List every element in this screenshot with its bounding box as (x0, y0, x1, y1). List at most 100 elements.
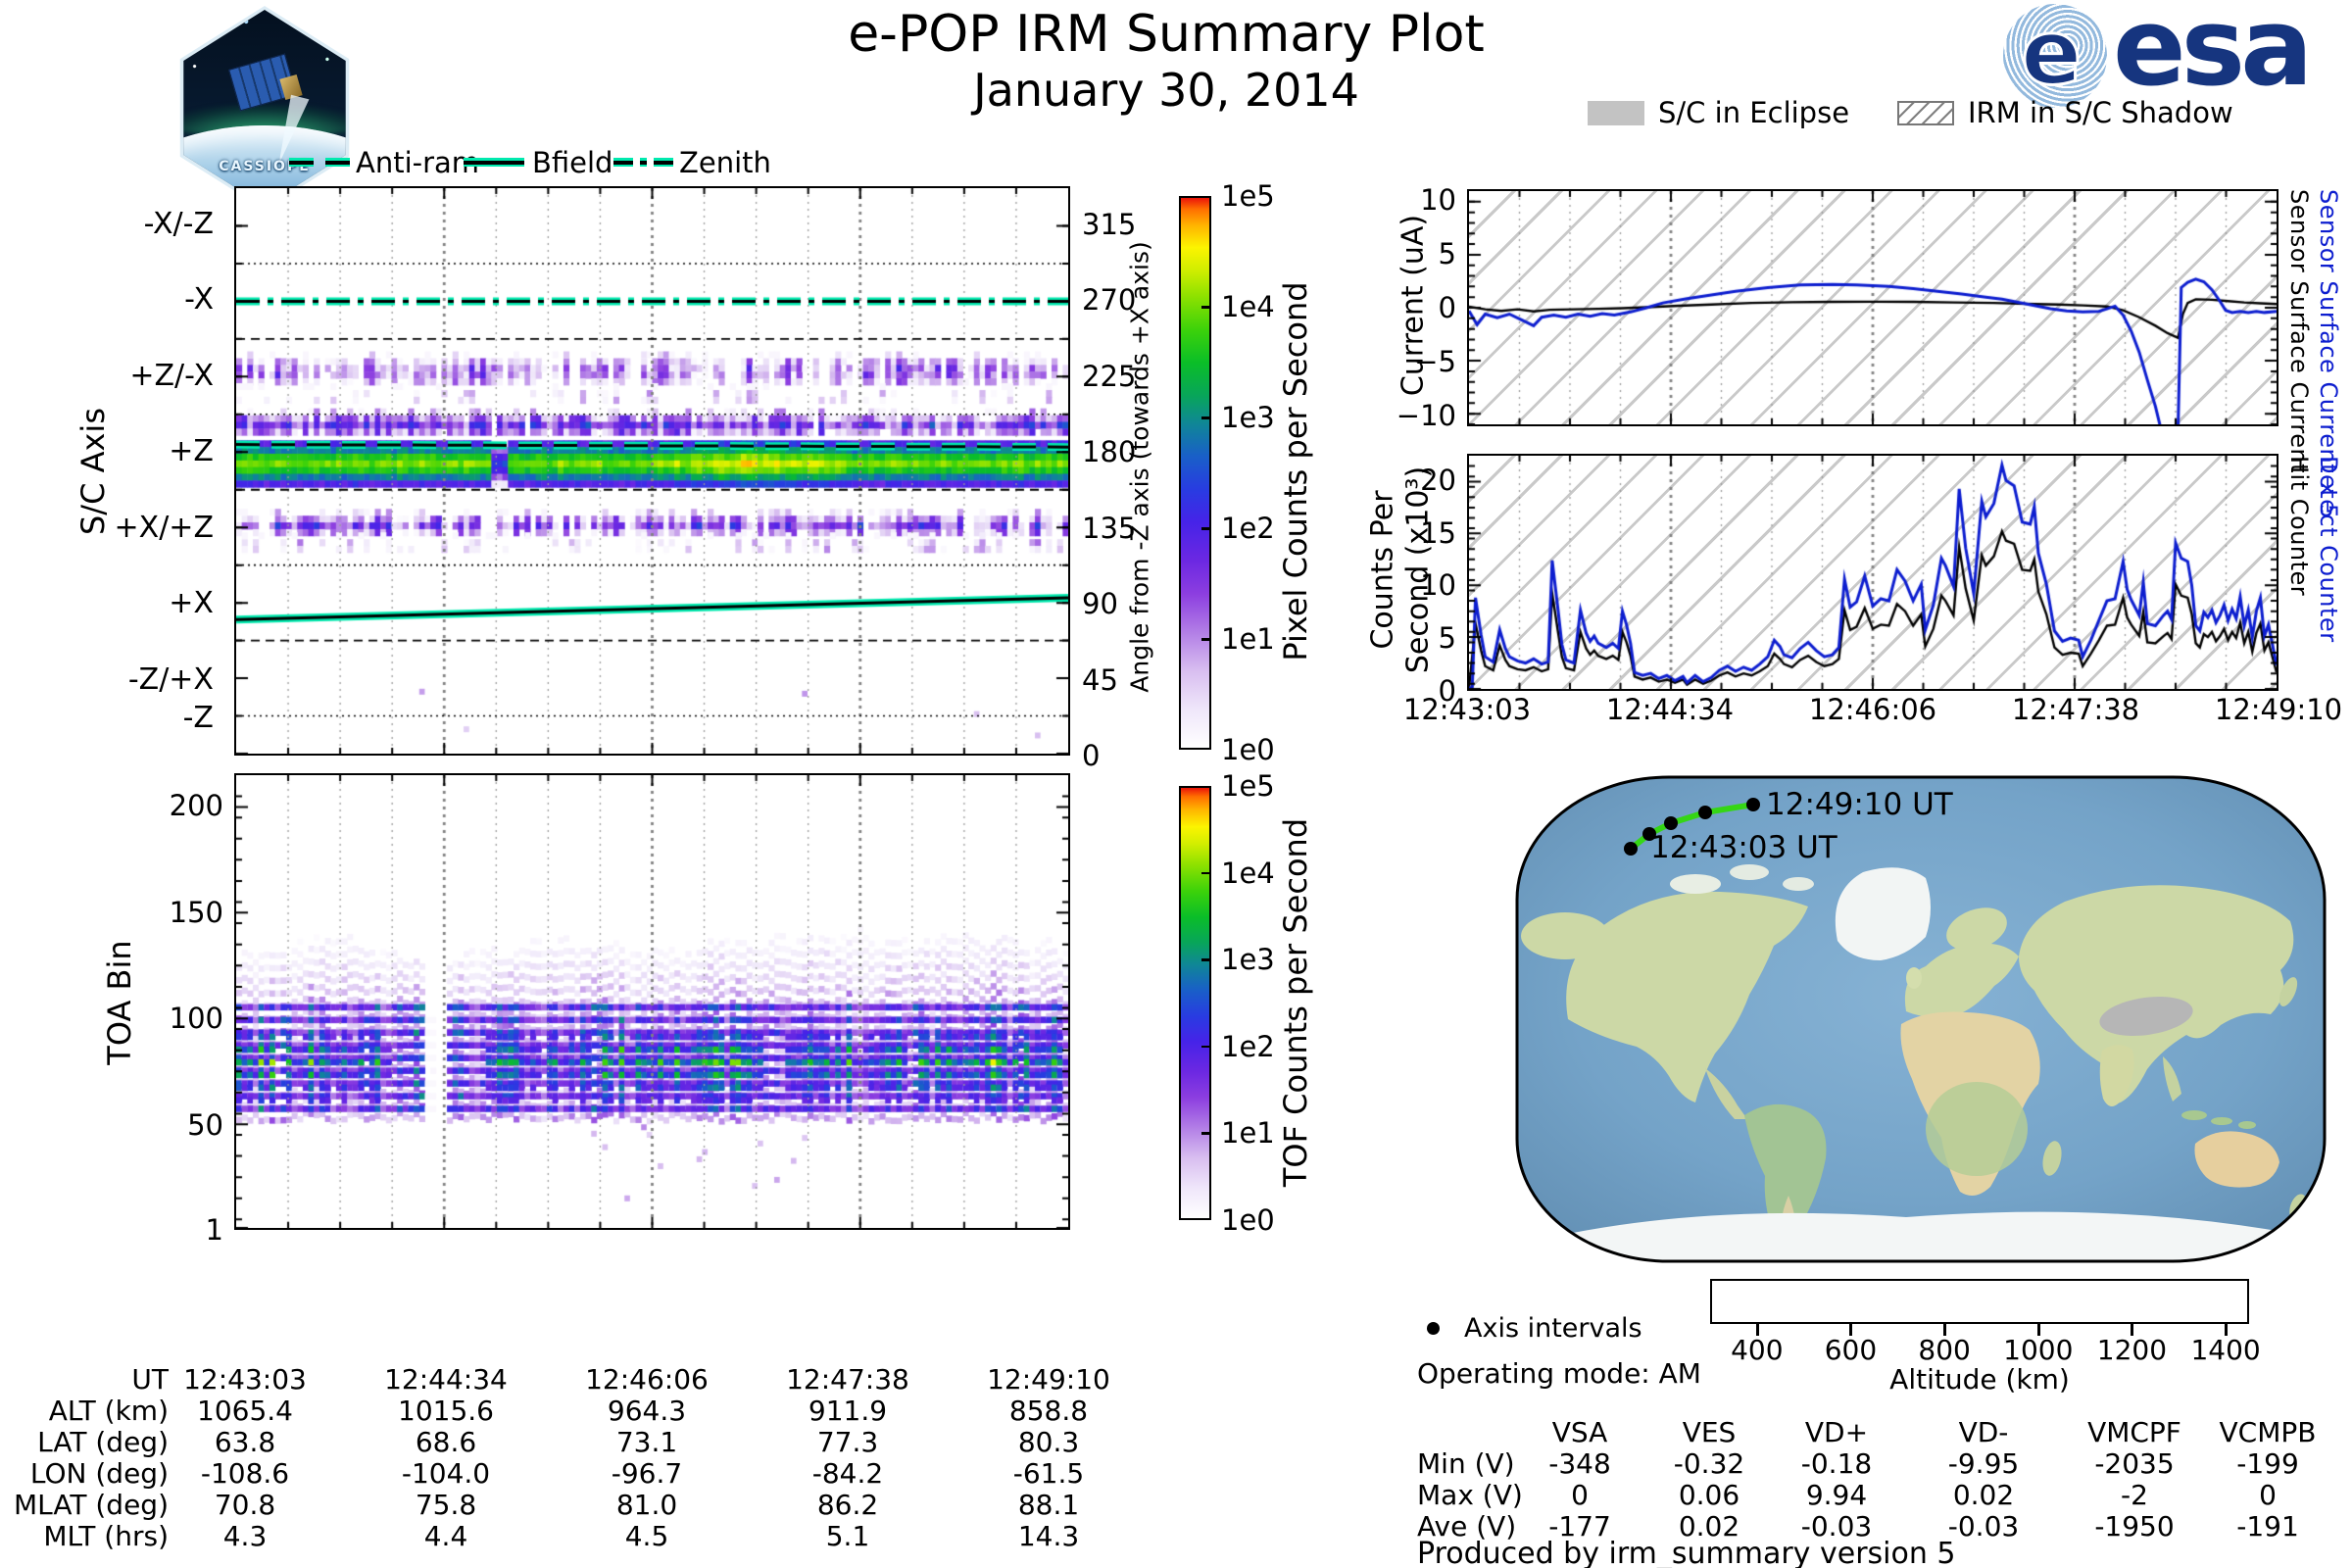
current-tick-label: 0 (1438, 291, 1456, 324)
altitude-tick (2131, 1324, 2134, 1336)
pixel-colorbar-tick-label: 1e4 (1221, 290, 1275, 323)
ephemeris-value: 4.3 (222, 1520, 268, 1552)
shadow-swatch (1897, 101, 1954, 125)
toa-spectrogram-canvas (236, 775, 1068, 1228)
ephemeris-value: -108.6 (200, 1457, 290, 1490)
voltage-row-label: Ave (V) (1417, 1510, 1517, 1543)
toa-tick-label: 200 (169, 788, 223, 822)
voltage-col-header: VCMPB (2219, 1416, 2317, 1448)
voltage-value: -199 (2236, 1447, 2299, 1480)
altitude-tick-label: 1200 (2096, 1334, 2168, 1366)
ephemeris-value: 73.1 (615, 1426, 678, 1458)
track-end-time-label: 12:49:10 UT (1766, 787, 1953, 822)
eclipse-swatch (1588, 101, 1644, 125)
sc-axis-band-label: -X (184, 282, 214, 318)
voltage-value: 9.94 (1805, 1479, 1868, 1511)
pixel-counts-colorbar-label: Pixel Counts per Second (1277, 281, 1314, 662)
world-map-svg (1515, 775, 2327, 1263)
ephemeris-value: 12:46:06 (585, 1363, 709, 1396)
altitude-colorbar-label: Altitude (km) (1889, 1363, 2070, 1396)
sc-axis-band-label: -Z (182, 701, 214, 736)
voltage-value: 0 (2259, 1479, 2277, 1511)
ephemeris-value: 12:47:38 (786, 1363, 909, 1396)
sensor-surface-current-label: Sensor Surface Current (2285, 189, 2313, 474)
ephemeris-value: -84.2 (811, 1457, 884, 1490)
ephemeris-row-label: MLAT (deg) (13, 1489, 169, 1521)
time-tick-label: 12:44:34 (1605, 693, 1735, 726)
detect-counter-label: Detect Counter (2315, 456, 2342, 643)
pixel-colorbar-tick-label: 1e2 (1221, 512, 1275, 545)
altitude-tick-label: 1000 (2003, 1334, 2074, 1366)
pixel-colorbar-tick-label: 1e5 (1221, 179, 1275, 213)
ephemeris-value: 4.5 (624, 1520, 669, 1552)
ephemeris-value: 81.0 (615, 1489, 678, 1521)
voltage-value: -9.95 (1947, 1447, 2020, 1480)
angle-tick-label: 225 (1082, 359, 1137, 393)
altitude-tick-label: 600 (1824, 1334, 1878, 1366)
voltage-row-label: Min (V) (1417, 1447, 1515, 1480)
voltage-col-header: VES (1682, 1416, 1737, 1448)
angle-tick-label: 315 (1082, 207, 1137, 241)
counts-tick-label: 15 (1420, 515, 1456, 550)
altitude-tick-label: 400 (1731, 1334, 1784, 1366)
voltage-col-header: VD+ (1804, 1416, 1869, 1448)
voltage-value: -0.32 (1673, 1447, 1745, 1480)
cassiope-mission-patch: CASSIOPE (179, 6, 350, 210)
voltage-value: 0.02 (1678, 1510, 1740, 1543)
sc-axis-band-label: +X/+Z (114, 510, 214, 545)
voltage-value: -2035 (2094, 1447, 2175, 1480)
continents (1521, 864, 2307, 1261)
voltage-value: -0.03 (1800, 1510, 1873, 1543)
voltage-value: -0.03 (1947, 1510, 2020, 1543)
pixel-colorbar-tick-label: 1e1 (1221, 622, 1275, 656)
voltage-value: -191 (2236, 1510, 2299, 1543)
ephemeris-value: 70.8 (214, 1489, 276, 1521)
ephemeris-value: 12:43:03 (183, 1363, 307, 1396)
esa-wordmark: esa (2113, 0, 2313, 110)
voltage-row-label: Max (V) (1417, 1479, 1523, 1511)
time-tick-label: 12:43:03 (1402, 693, 1532, 726)
sensor-surface-current-x5-label: Sensor Surface Current x 5 (2315, 189, 2342, 519)
ephemeris-value: 86.2 (816, 1489, 879, 1521)
legend-line-bfield (464, 157, 524, 169)
tof-colorbar-tick-label: 1e0 (1221, 1203, 1275, 1237)
altitude-colorbar (1710, 1279, 2249, 1324)
counters-canvas (1469, 456, 2277, 689)
world-map (1514, 774, 2328, 1264)
axis-interval-dot (1624, 842, 1638, 856)
time-tick-label: 12:49:10 (2214, 693, 2343, 726)
counts-tick-label: 5 (1438, 621, 1456, 656)
surface-current-canvas (1469, 191, 2277, 424)
antiram-black-line (289, 161, 350, 165)
colorbar-tick (1201, 527, 1211, 530)
ephemeris-value: 77.3 (816, 1426, 879, 1458)
time-tick-label: 12:46:06 (1808, 693, 1937, 726)
toa-tick-label: 1 (205, 1213, 223, 1247)
angle-tick-label: 90 (1082, 587, 1118, 621)
ephemeris-value: 1065.4 (197, 1395, 293, 1427)
ephemeris-row-label: MLT (hrs) (43, 1520, 169, 1552)
sc-axis-band-label: +X (169, 586, 214, 621)
altitude-tick (2036, 1324, 2040, 1336)
ephemeris-value: -61.5 (1012, 1457, 1085, 1490)
zenith-black-line (613, 161, 674, 165)
ephemeris-value: -96.7 (611, 1457, 683, 1490)
ephemeris-value: 4.4 (423, 1520, 468, 1552)
altitude-tick (1755, 1324, 1759, 1336)
colorbar-tick (1201, 958, 1211, 961)
colorbar-tick (1201, 306, 1211, 309)
pixel-counts-colorbar (1179, 196, 1211, 750)
current-tick-label: −5 (1414, 345, 1456, 378)
pixel-colorbar-tick-label: 1e0 (1221, 733, 1275, 766)
angle-tick-label: 135 (1082, 511, 1137, 545)
ephemeris-value: 88.1 (1017, 1489, 1080, 1521)
counts-tick-label: 0 (1438, 674, 1456, 708)
esa-globe-letter: e (2019, 0, 2082, 105)
ephemeris-value: 14.3 (1017, 1520, 1080, 1552)
colorbar-tick (1201, 871, 1211, 875)
current-tick-label: −10 (1396, 399, 1456, 432)
angle-tick-label: 0 (1082, 739, 1101, 772)
legend-label-antiram: Anti-ram (356, 146, 480, 179)
angle-tick-label: 270 (1082, 283, 1137, 318)
tof-colorbar-tick-label: 1e4 (1221, 856, 1275, 890)
